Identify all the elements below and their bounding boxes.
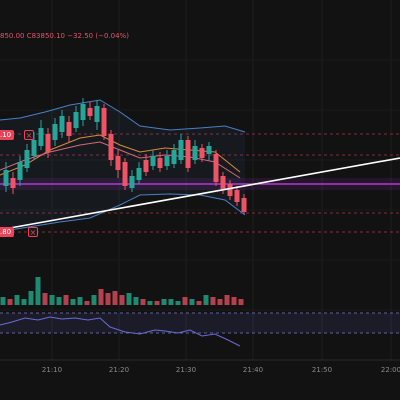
volume-bar xyxy=(56,297,62,305)
volume-bar xyxy=(224,295,230,305)
candle-body xyxy=(227,184,233,196)
volume-bar xyxy=(189,299,195,305)
rsi-line xyxy=(0,316,241,347)
candle-body xyxy=(178,140,184,160)
candle-body xyxy=(213,154,219,182)
ohlc-readout: 850.00 C83850.10 −32.50 (−0.04%) xyxy=(0,32,129,40)
candle-body xyxy=(171,150,177,164)
candle-body xyxy=(234,190,240,202)
volume-bar xyxy=(168,299,174,305)
rsi-levels xyxy=(0,312,400,334)
volume-bar xyxy=(147,301,153,305)
candle-body xyxy=(143,160,149,172)
volume-bar xyxy=(133,297,139,305)
candle-body xyxy=(45,134,51,152)
volume-bar xyxy=(63,295,69,305)
volume-bar xyxy=(119,295,125,305)
volume-bar xyxy=(196,301,202,305)
candle-body xyxy=(122,162,128,186)
volume-bar xyxy=(21,299,27,305)
close-icon[interactable]: × xyxy=(24,130,34,140)
candle-body xyxy=(17,162,23,180)
volume-bar xyxy=(70,299,76,305)
candle-body xyxy=(101,108,107,136)
moving-average-pink xyxy=(0,141,241,179)
candle-body xyxy=(129,176,135,188)
candle-body xyxy=(3,170,9,186)
candle-body xyxy=(80,104,86,120)
volume-bar xyxy=(7,299,13,305)
volume-bar xyxy=(175,301,181,305)
candle-body xyxy=(199,148,205,158)
volume-bar xyxy=(154,301,160,305)
volume-bar xyxy=(28,291,34,305)
candle-body xyxy=(164,156,170,166)
volume-bar xyxy=(98,289,104,305)
volume-bar xyxy=(210,297,216,305)
volume-bar xyxy=(217,299,223,305)
time-label: 21:10 xyxy=(41,366,63,374)
candle-body xyxy=(206,146,212,154)
volume-bar xyxy=(84,301,90,305)
candle-body xyxy=(115,156,121,170)
candle-body xyxy=(241,198,247,212)
volume-bar xyxy=(112,291,118,305)
candle-body xyxy=(185,140,191,168)
candle-body xyxy=(10,178,16,188)
trend-line[interactable] xyxy=(9,157,400,229)
volume-bar xyxy=(238,299,244,305)
volume-bar xyxy=(231,297,237,305)
time-label: 21:40 xyxy=(242,366,264,374)
volume-bar xyxy=(77,297,83,305)
candle-body xyxy=(192,146,198,160)
price-tag-lower[interactable]: .80 xyxy=(0,227,15,237)
volume-bar xyxy=(14,295,20,305)
candle-body xyxy=(87,108,93,116)
volume-bar xyxy=(182,297,188,305)
candle-body xyxy=(220,176,226,190)
candle-body xyxy=(73,112,79,128)
chart-grid xyxy=(0,0,400,361)
candle-body xyxy=(136,168,142,180)
candle-body xyxy=(150,156,156,166)
volume-bar xyxy=(42,293,48,305)
rsi-band xyxy=(0,313,400,333)
candle-body xyxy=(52,124,58,140)
price-tag-upper[interactable]: .10 xyxy=(0,130,15,140)
volume-bar xyxy=(203,295,209,305)
candle-body xyxy=(66,122,72,136)
volume-bar xyxy=(161,299,167,305)
candle-body xyxy=(94,106,100,122)
price-tag-lower-label: .80 xyxy=(0,228,12,236)
price-tag-upper-label: .10 xyxy=(0,131,12,139)
time-label: 22:00 xyxy=(380,366,400,374)
time-label: 21:30 xyxy=(175,366,197,374)
bollinger-lower xyxy=(0,193,246,233)
volume-bar xyxy=(140,299,146,305)
time-label: 21:20 xyxy=(108,366,130,374)
volume-bar xyxy=(0,297,6,305)
candle-body xyxy=(157,158,163,168)
candlesticks xyxy=(3,98,247,214)
candle-body xyxy=(38,128,44,146)
candle-body xyxy=(59,116,65,132)
volume-bar xyxy=(91,295,97,305)
volume-bar xyxy=(105,293,111,305)
candle-body xyxy=(31,140,37,156)
close-icon[interactable]: × xyxy=(28,227,38,237)
volume-bar xyxy=(126,293,132,305)
volume-bar xyxy=(35,277,41,305)
time-label: 21:50 xyxy=(311,366,333,374)
volume-bar xyxy=(49,295,55,305)
candle-body xyxy=(108,134,114,160)
candle-body xyxy=(24,150,30,168)
volume-bars xyxy=(0,277,244,305)
bollinger-upper xyxy=(0,99,246,133)
